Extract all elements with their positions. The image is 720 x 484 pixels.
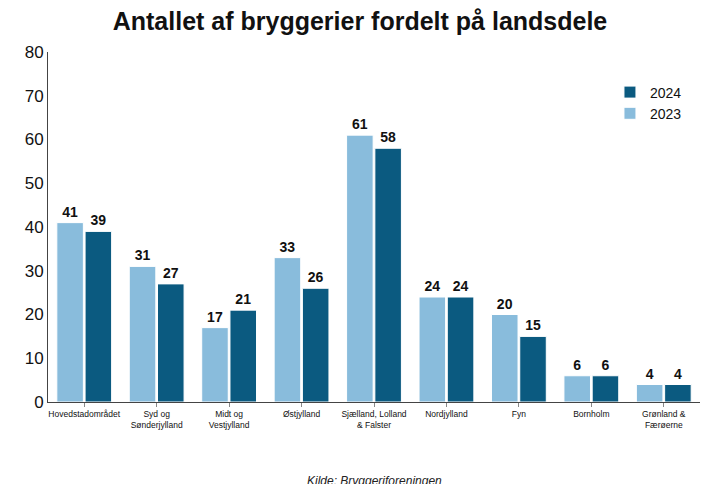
svg-text:15: 15 bbox=[525, 317, 541, 333]
svg-text:26: 26 bbox=[308, 269, 324, 285]
svg-text:Bornholm: Bornholm bbox=[573, 409, 609, 419]
svg-text:Nordjylland: Nordjylland bbox=[425, 409, 468, 419]
svg-text:30: 30 bbox=[25, 262, 44, 281]
svg-text:39: 39 bbox=[90, 212, 106, 228]
svg-text:24: 24 bbox=[424, 278, 440, 294]
svg-text:4: 4 bbox=[646, 366, 654, 382]
svg-text:Grønland &Færøerne: Grønland &Færøerne bbox=[642, 409, 686, 430]
svg-text:Sjælland, Lolland& Falster: Sjælland, Lolland& Falster bbox=[341, 409, 406, 430]
svg-text:70: 70 bbox=[25, 87, 44, 106]
svg-text:31: 31 bbox=[135, 247, 151, 263]
svg-text:6: 6 bbox=[573, 357, 581, 373]
svg-text:17: 17 bbox=[207, 309, 223, 325]
svg-text:20: 20 bbox=[497, 296, 513, 312]
svg-text:58: 58 bbox=[380, 129, 396, 145]
svg-text:80: 80 bbox=[25, 43, 44, 62]
svg-text:4: 4 bbox=[674, 366, 682, 382]
svg-text:40: 40 bbox=[25, 218, 44, 237]
svg-text:41: 41 bbox=[62, 204, 78, 220]
svg-text:2024: 2024 bbox=[650, 85, 681, 101]
svg-text:Østjylland: Østjylland bbox=[283, 409, 321, 419]
svg-text:27: 27 bbox=[163, 265, 179, 281]
svg-text:20: 20 bbox=[25, 305, 44, 324]
svg-text:Fyn: Fyn bbox=[512, 409, 526, 419]
svg-text:Midt ogVestjylland: Midt ogVestjylland bbox=[209, 409, 250, 430]
svg-text:33: 33 bbox=[280, 239, 296, 255]
svg-text:0: 0 bbox=[34, 393, 43, 412]
svg-text:61: 61 bbox=[352, 116, 368, 132]
svg-text:Hovedstadområdet: Hovedstadområdet bbox=[48, 409, 120, 419]
svg-text:Kilde: Bryggeriforeningen: Kilde: Bryggeriforeningen bbox=[307, 474, 442, 484]
svg-text:6: 6 bbox=[601, 357, 609, 373]
svg-text:2023: 2023 bbox=[650, 106, 681, 122]
svg-text:Antallet af bryggerier fordelt: Antallet af bryggerier fordelt på landsd… bbox=[113, 7, 608, 35]
svg-text:24: 24 bbox=[453, 278, 469, 294]
svg-text:60: 60 bbox=[25, 130, 44, 149]
svg-text:50: 50 bbox=[25, 174, 44, 193]
svg-text:Syd ogSønderjylland: Syd ogSønderjylland bbox=[131, 409, 183, 430]
svg-text:21: 21 bbox=[235, 291, 251, 307]
svg-text:10: 10 bbox=[25, 349, 44, 368]
